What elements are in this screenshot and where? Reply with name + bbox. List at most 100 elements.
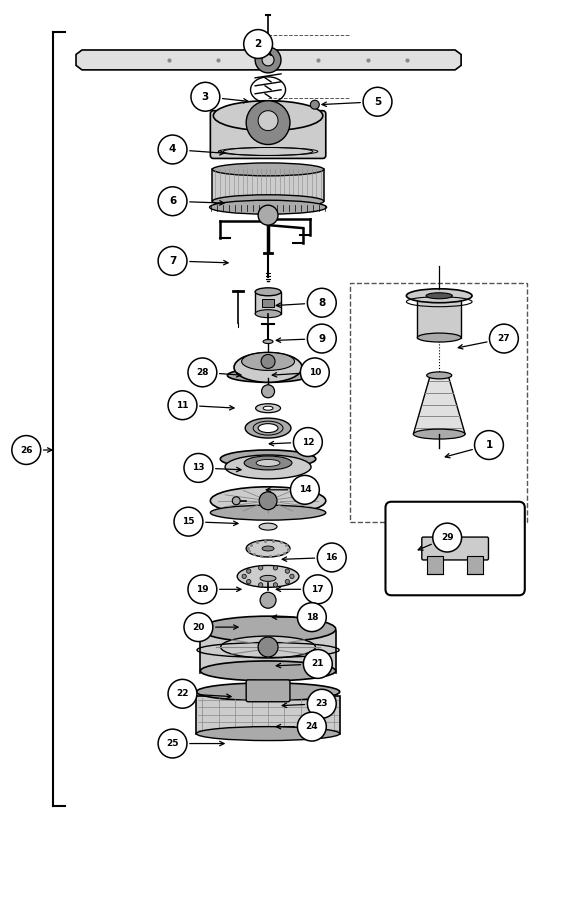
Bar: [467, 556, 483, 574]
Circle shape: [233, 497, 240, 505]
Circle shape: [273, 582, 278, 587]
Circle shape: [246, 101, 290, 145]
Ellipse shape: [263, 406, 273, 410]
Circle shape: [258, 582, 263, 587]
FancyBboxPatch shape: [246, 680, 290, 702]
Circle shape: [168, 680, 197, 708]
Text: 13: 13: [192, 464, 205, 472]
Text: 1: 1: [485, 440, 493, 450]
Circle shape: [318, 543, 346, 572]
Ellipse shape: [211, 505, 326, 520]
Ellipse shape: [427, 372, 452, 379]
Ellipse shape: [209, 200, 327, 214]
Ellipse shape: [211, 487, 326, 515]
Ellipse shape: [426, 292, 452, 299]
Text: 24: 24: [306, 722, 318, 731]
Bar: [427, 556, 443, 574]
Circle shape: [297, 712, 327, 741]
Circle shape: [261, 355, 275, 368]
Text: 22: 22: [176, 689, 189, 698]
Ellipse shape: [263, 339, 273, 344]
Circle shape: [262, 54, 274, 66]
Polygon shape: [213, 116, 323, 152]
Bar: [350, 283, 527, 522]
Circle shape: [247, 580, 251, 584]
Circle shape: [258, 205, 278, 225]
Ellipse shape: [221, 636, 315, 658]
Text: 6: 6: [169, 196, 176, 206]
Circle shape: [184, 613, 213, 642]
Circle shape: [174, 508, 203, 536]
Text: 12: 12: [302, 437, 314, 446]
Text: 8: 8: [318, 298, 325, 308]
Circle shape: [242, 574, 247, 579]
Ellipse shape: [259, 523, 277, 530]
Circle shape: [259, 491, 277, 509]
Polygon shape: [200, 631, 336, 673]
Polygon shape: [413, 375, 465, 434]
Ellipse shape: [245, 418, 291, 438]
Circle shape: [258, 566, 263, 570]
Ellipse shape: [212, 163, 324, 176]
Ellipse shape: [258, 424, 278, 433]
Circle shape: [293, 428, 322, 456]
Text: 10: 10: [309, 368, 321, 377]
Circle shape: [285, 569, 289, 573]
Circle shape: [262, 385, 275, 398]
FancyBboxPatch shape: [211, 111, 326, 158]
Text: 5: 5: [374, 96, 381, 107]
Text: 2: 2: [254, 39, 262, 49]
Circle shape: [247, 569, 251, 573]
Bar: [262, 299, 274, 307]
Ellipse shape: [244, 456, 292, 470]
Circle shape: [307, 288, 336, 317]
Ellipse shape: [242, 353, 294, 371]
Text: 17: 17: [311, 585, 324, 594]
Polygon shape: [76, 50, 461, 70]
Circle shape: [290, 574, 294, 579]
Circle shape: [260, 592, 276, 608]
Circle shape: [363, 87, 392, 116]
Text: 4: 4: [169, 145, 176, 155]
Circle shape: [310, 100, 319, 109]
Text: 28: 28: [196, 368, 209, 377]
Text: 21: 21: [311, 660, 324, 669]
Circle shape: [489, 324, 519, 353]
Bar: [196, 696, 339, 734]
Ellipse shape: [225, 455, 311, 479]
FancyBboxPatch shape: [386, 501, 525, 595]
Circle shape: [188, 575, 217, 604]
Ellipse shape: [237, 565, 299, 588]
Circle shape: [158, 187, 187, 216]
Circle shape: [191, 82, 220, 112]
Circle shape: [244, 30, 272, 58]
Text: 7: 7: [169, 256, 176, 266]
Ellipse shape: [200, 616, 336, 642]
Bar: [255, 292, 281, 314]
Ellipse shape: [213, 101, 323, 130]
Ellipse shape: [196, 726, 339, 741]
Text: 3: 3: [202, 92, 209, 102]
Circle shape: [433, 523, 462, 552]
Ellipse shape: [212, 194, 324, 208]
Ellipse shape: [255, 310, 281, 318]
Ellipse shape: [246, 540, 290, 557]
Ellipse shape: [406, 289, 472, 302]
Text: 15: 15: [182, 518, 195, 526]
Ellipse shape: [262, 546, 274, 551]
Circle shape: [297, 603, 327, 632]
Circle shape: [303, 575, 332, 604]
Text: 11: 11: [176, 400, 189, 410]
Circle shape: [301, 358, 329, 387]
Ellipse shape: [256, 460, 280, 466]
Circle shape: [273, 566, 278, 570]
Text: 9: 9: [318, 334, 325, 344]
Text: 25: 25: [166, 739, 179, 748]
Text: 14: 14: [298, 485, 311, 494]
Ellipse shape: [256, 404, 280, 413]
Text: 29: 29: [441, 533, 453, 542]
Text: 16: 16: [325, 553, 338, 562]
Text: 18: 18: [306, 613, 318, 622]
Circle shape: [307, 689, 336, 718]
Ellipse shape: [260, 575, 276, 581]
